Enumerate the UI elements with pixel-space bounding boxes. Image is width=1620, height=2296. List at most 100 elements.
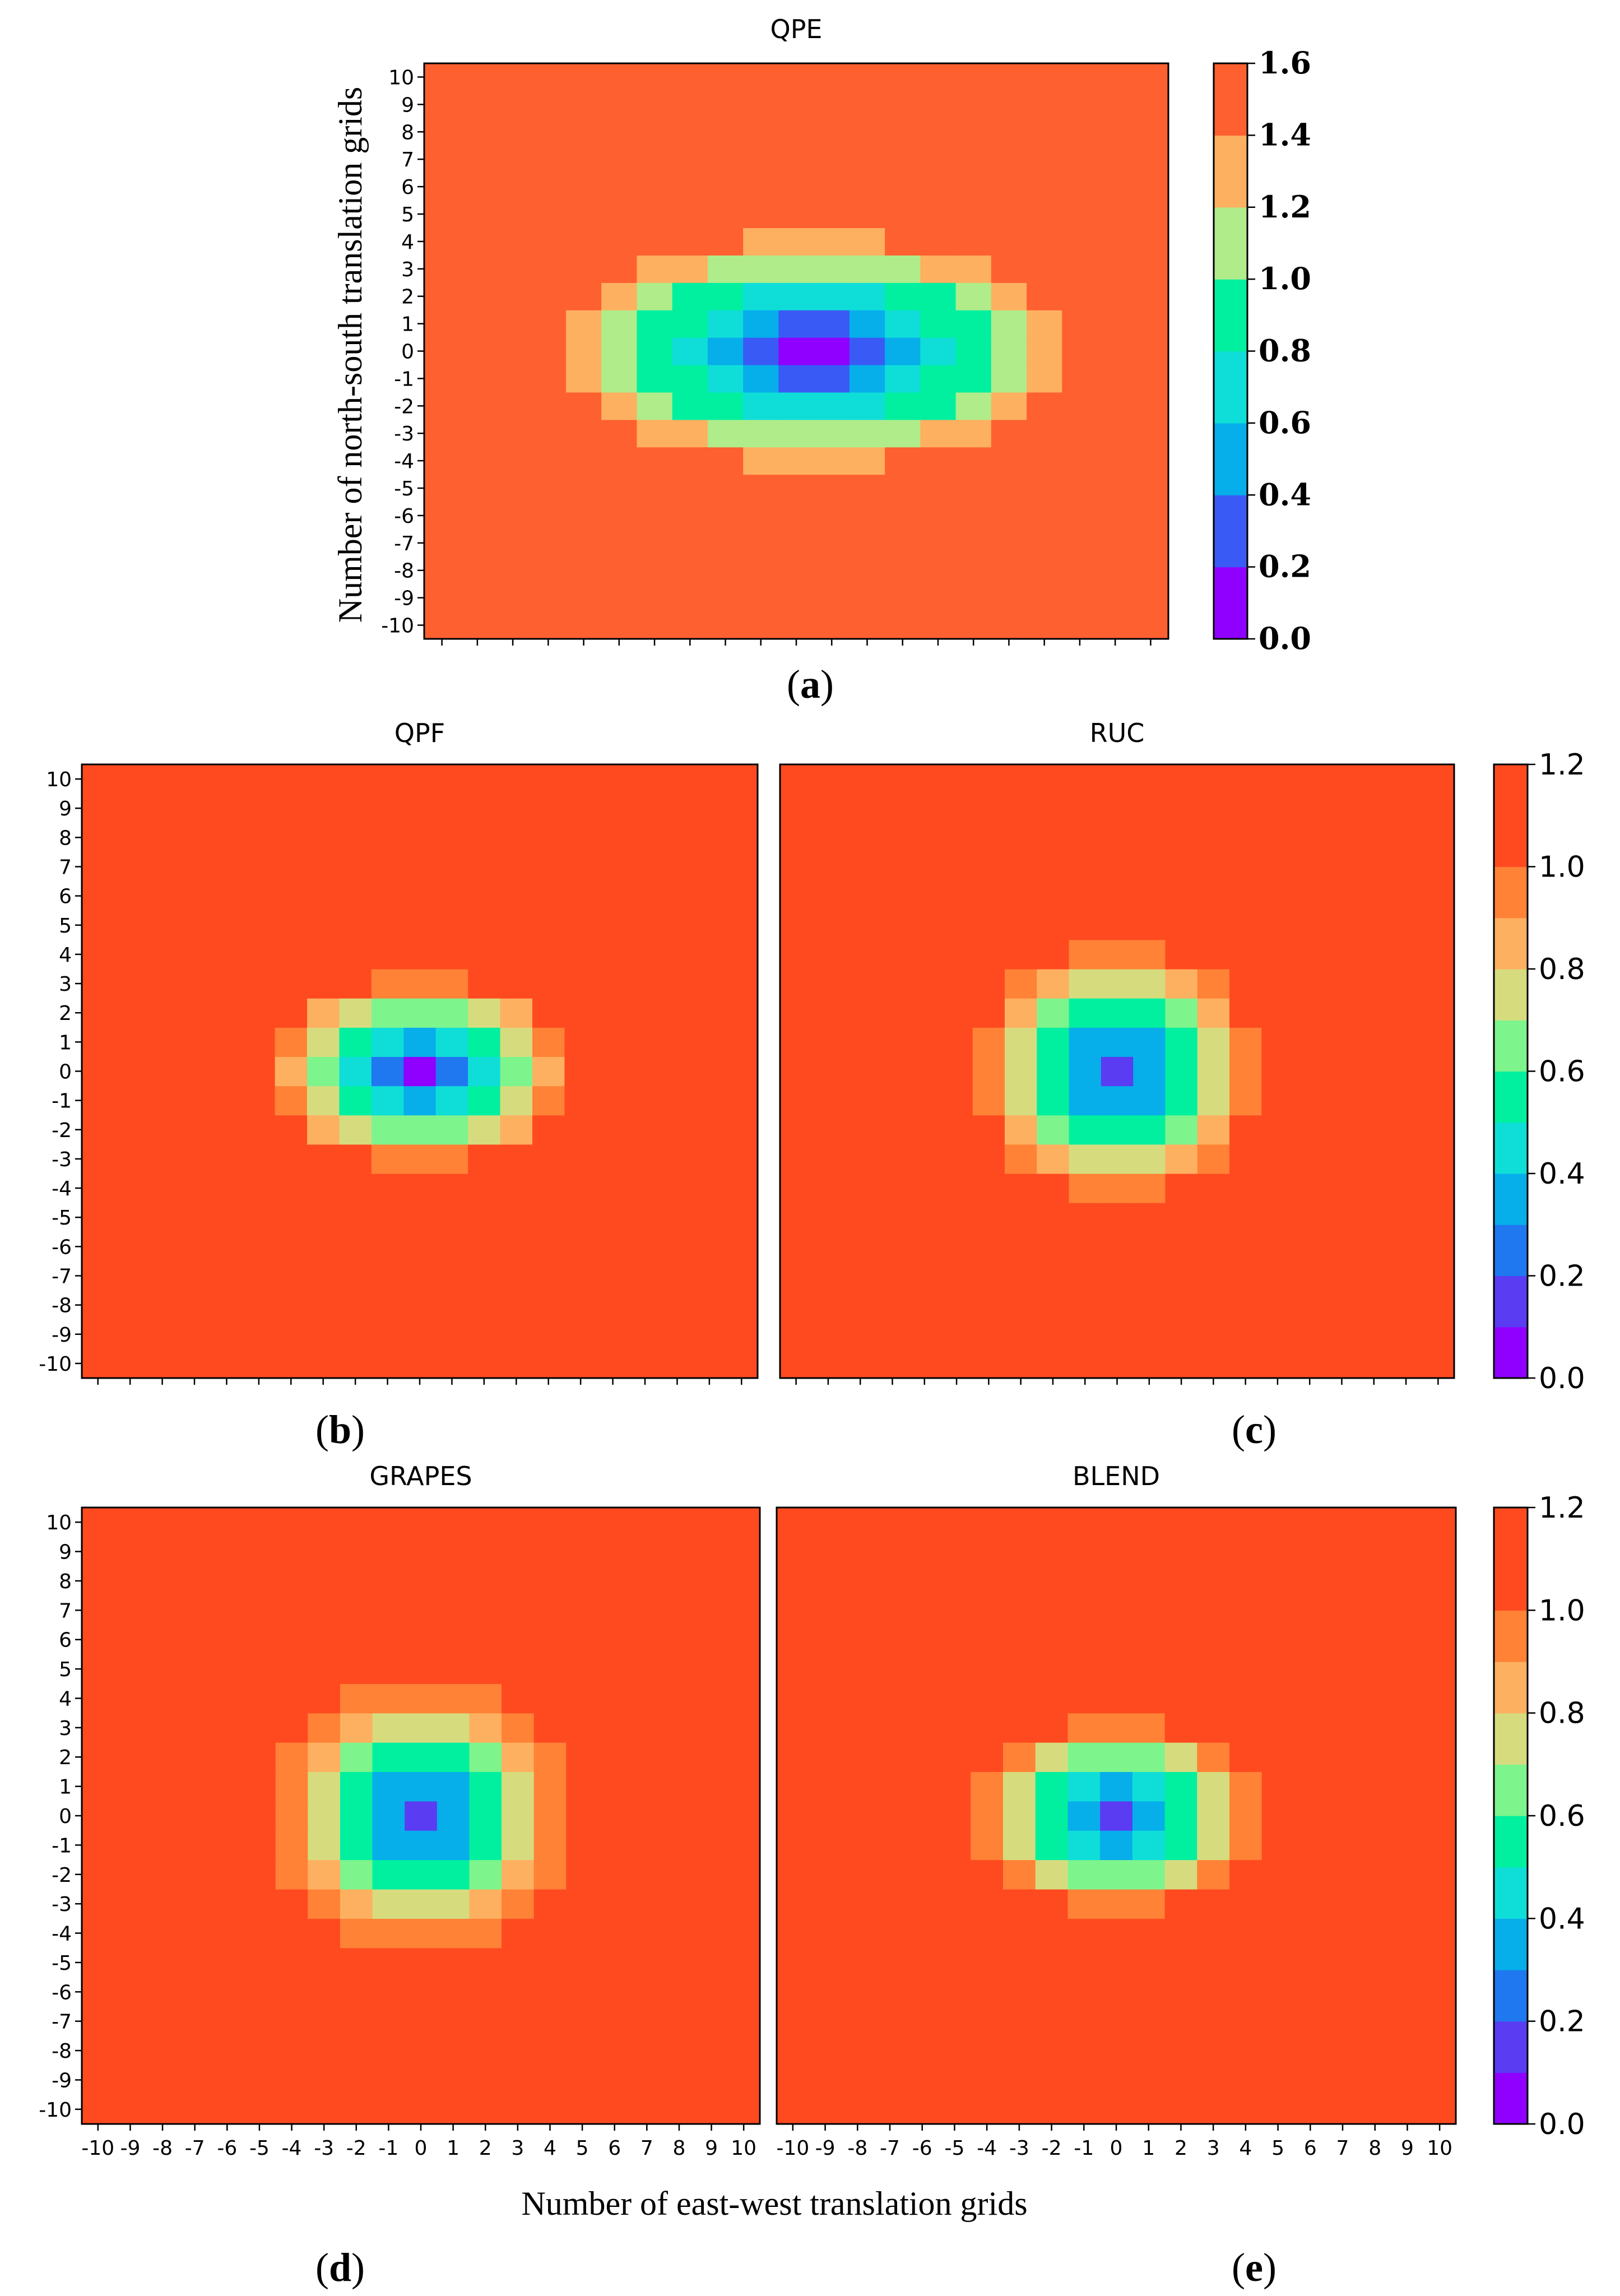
heatmap-cell bbox=[146, 1859, 179, 1890]
heatmap-cell bbox=[178, 1173, 211, 1203]
heatmap-cell bbox=[707, 474, 744, 503]
heatmap-cell bbox=[637, 90, 673, 119]
heatmap-cell bbox=[1165, 881, 1198, 911]
heatmap-cell bbox=[469, 1918, 502, 1949]
heatmap-cell bbox=[1100, 1889, 1133, 1919]
heatmap-cell bbox=[727, 1830, 760, 1861]
heatmap-cell bbox=[114, 794, 147, 823]
heatmap-cell bbox=[1101, 1144, 1134, 1174]
colorbar-tick-label: 0.6 bbox=[1539, 1799, 1585, 1833]
heatmap-cell bbox=[1229, 1889, 1262, 1919]
heatmap-cell bbox=[371, 852, 404, 882]
heatmap-cell bbox=[435, 823, 468, 853]
heatmap-cell bbox=[340, 1801, 373, 1831]
heatmap-cell bbox=[629, 1144, 662, 1174]
heatmap-cell bbox=[114, 1713, 147, 1743]
heatmap-cell bbox=[885, 556, 921, 585]
heatmap-cell bbox=[1261, 764, 1294, 794]
heatmap-cell bbox=[1358, 1115, 1391, 1145]
y-tick-label: 8 bbox=[401, 121, 414, 144]
heatmap-cell bbox=[495, 502, 531, 530]
heatmap-cell bbox=[533, 1625, 567, 1655]
heatmap-cell bbox=[955, 502, 992, 530]
heatmap-cell bbox=[844, 852, 877, 882]
heatmap-cell bbox=[210, 1290, 243, 1320]
heatmap-cell bbox=[1197, 1261, 1230, 1291]
heatmap-cell bbox=[1101, 1348, 1134, 1379]
heatmap-cell bbox=[1261, 998, 1294, 1028]
heatmap-cell bbox=[596, 1144, 629, 1174]
heatmap-cell bbox=[780, 1115, 813, 1145]
heatmap-cell bbox=[1003, 1713, 1036, 1743]
heatmap-cell bbox=[178, 1947, 212, 1978]
heatmap-cell bbox=[1358, 910, 1391, 940]
y-tick-label: 1 bbox=[59, 1776, 72, 1799]
heatmap-cell bbox=[1035, 1947, 1069, 1978]
heatmap-cell bbox=[1097, 556, 1134, 585]
heatmap-cell bbox=[1097, 200, 1134, 229]
heatmap-cell bbox=[468, 1261, 501, 1291]
heatmap-cell bbox=[1132, 1771, 1166, 1802]
heatmap-cell bbox=[146, 1595, 179, 1626]
heatmap-cell bbox=[778, 447, 815, 475]
heatmap-cell bbox=[146, 1771, 179, 1802]
heatmap-cell bbox=[874, 1742, 907, 1773]
heatmap-cell bbox=[1035, 1977, 1069, 2007]
heatmap-cell bbox=[849, 228, 885, 256]
heatmap-cell bbox=[1391, 1508, 1424, 1537]
heatmap-cell bbox=[920, 474, 957, 503]
heatmap-cell bbox=[1069, 823, 1102, 853]
heatmap-cell bbox=[1358, 1889, 1392, 1919]
heatmap-cell bbox=[1293, 1115, 1326, 1145]
heatmap-cell bbox=[1035, 1889, 1069, 1919]
heatmap-cell bbox=[707, 255, 744, 283]
heatmap-cell bbox=[372, 1537, 405, 1567]
heatmap-cell bbox=[495, 90, 531, 119]
heatmap-cell bbox=[495, 529, 531, 557]
heatmap-cell bbox=[630, 1742, 663, 1773]
heatmap-cell bbox=[1101, 939, 1134, 970]
heatmap-cell bbox=[566, 1771, 599, 1802]
panel-letter-e: (e) bbox=[1232, 2245, 1276, 2290]
heatmap-cell bbox=[210, 998, 243, 1028]
heatmap-cell bbox=[885, 200, 921, 229]
heatmap-cell bbox=[459, 173, 496, 201]
heatmap-cell bbox=[275, 1713, 308, 1743]
heatmap-cell bbox=[146, 939, 179, 970]
heatmap-cell bbox=[874, 2035, 907, 2066]
heatmap-cell bbox=[178, 1801, 212, 1831]
heatmap-cell bbox=[403, 939, 437, 970]
heatmap-cell bbox=[725, 1144, 758, 1174]
heatmap-cell bbox=[1294, 1508, 1327, 1537]
heatmap-cell bbox=[1390, 939, 1423, 970]
heatmap-cell bbox=[1133, 1203, 1166, 1232]
heatmap-cell bbox=[469, 1889, 502, 1919]
heatmap-cell bbox=[1005, 1115, 1037, 1145]
heatmap-cell bbox=[533, 1566, 567, 1596]
heatmap-cell bbox=[1005, 939, 1037, 970]
heatmap-cell bbox=[777, 1918, 810, 1949]
heatmap-cell bbox=[885, 447, 921, 475]
y-tick-label: 9 bbox=[401, 94, 414, 117]
heatmap-cell bbox=[275, 1889, 308, 1919]
heatmap-cell bbox=[1229, 1595, 1262, 1626]
heatmap-cell bbox=[1133, 1115, 1166, 1145]
heatmap-cell bbox=[1229, 764, 1262, 794]
heatmap-cell bbox=[82, 1115, 115, 1145]
heatmap-cell bbox=[243, 1144, 276, 1174]
heatmap-cell bbox=[601, 529, 638, 557]
heatmap-cell bbox=[1067, 2006, 1101, 2037]
heatmap-cell bbox=[405, 2065, 438, 2095]
heatmap-cell bbox=[780, 939, 813, 970]
heatmap-cell bbox=[991, 90, 1027, 119]
heatmap-cell bbox=[849, 200, 885, 229]
heatmap-cell bbox=[780, 764, 813, 794]
heatmap-cell bbox=[938, 1947, 971, 1978]
heatmap-cell bbox=[340, 1683, 373, 1714]
heatmap-cell bbox=[1132, 1830, 1166, 1861]
heatmap-cell bbox=[629, 998, 662, 1028]
heatmap-cell bbox=[435, 969, 468, 999]
heatmap-cell bbox=[211, 1625, 244, 1655]
heatmap-cell bbox=[725, 794, 758, 823]
heatmap-cell bbox=[1423, 1713, 1456, 1743]
